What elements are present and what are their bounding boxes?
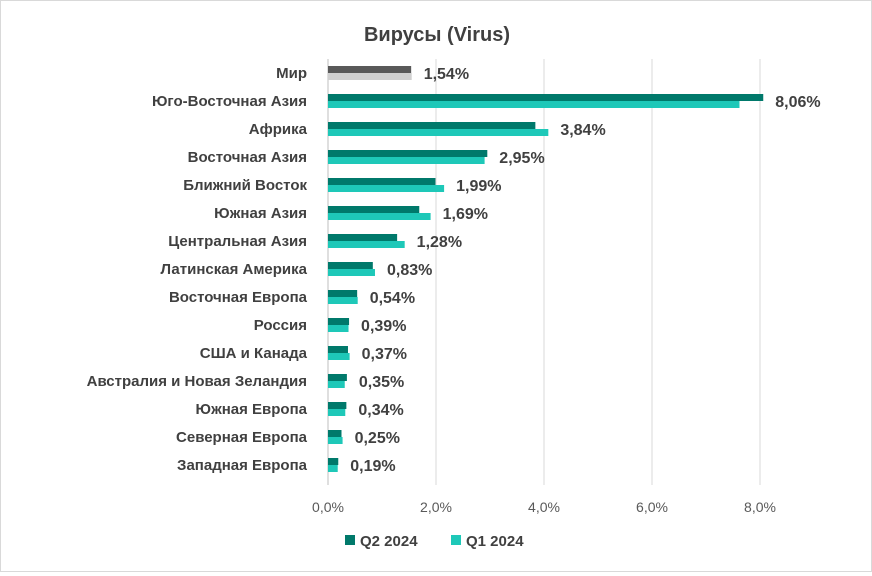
bar-q2-12 xyxy=(328,402,347,409)
category-labels: Мир Юго-Восточная Азия Африка Восточная Ази… xyxy=(87,65,308,474)
category-label: Восточная Европа xyxy=(169,289,308,306)
data-label: 1,28% xyxy=(417,234,462,251)
bar-q1-0 xyxy=(328,73,412,80)
x-tick-label: 8,0% xyxy=(744,499,776,515)
category-label: Ближний Восток xyxy=(183,177,307,194)
bar-q2-8 xyxy=(328,290,358,297)
x-tick-label: 6,0% xyxy=(636,499,668,515)
x-tick-labels: 0,0% 2,0% 4,0% 6,0% 8,0% xyxy=(312,499,776,515)
bar-q2-11 xyxy=(328,374,347,381)
bar-q2-6 xyxy=(328,234,398,241)
category-label: Центральная Азия xyxy=(168,233,307,250)
bar-q2-2 xyxy=(328,122,536,129)
bar-q1-5 xyxy=(328,213,431,220)
data-label: 0,35% xyxy=(359,374,404,391)
bar-q2-4 xyxy=(328,178,436,185)
legend: Q2 2024 Q1 2024 xyxy=(345,533,524,550)
data-label: 0,19% xyxy=(350,458,395,475)
data-labels: 1,54% 8,06% 3,84% 2,95% 1,99% 1,69% 1,28% 0,83%… xyxy=(350,66,820,475)
bar-q1-1 xyxy=(328,101,740,108)
category-label: Северная Европа xyxy=(176,429,308,446)
data-label: 0,25% xyxy=(355,430,400,447)
data-label: 2,95% xyxy=(499,150,544,167)
data-label: 0,54% xyxy=(370,290,415,307)
category-label: Юго-Восточная Азия xyxy=(152,93,307,110)
bar-q1-3 xyxy=(328,157,485,164)
legend-swatch-q2-2024 xyxy=(345,535,355,545)
bar-q1-11 xyxy=(328,381,345,388)
bar-q1-9 xyxy=(328,325,349,332)
bar-q2-9 xyxy=(328,318,350,325)
data-label: 1,69% xyxy=(443,206,488,223)
bar-q1-12 xyxy=(328,409,346,416)
data-label: 0,37% xyxy=(362,346,407,363)
category-label: Восточная Азия xyxy=(188,149,307,166)
category-label: Южная Европа xyxy=(195,401,307,418)
category-label: Южная Азия xyxy=(214,205,307,222)
category-label: Австралия и Новая Зеландия xyxy=(87,373,307,390)
category-label: Латинская Америка xyxy=(161,261,308,278)
data-label: 1,99% xyxy=(456,178,501,195)
data-label: 0,83% xyxy=(387,262,432,279)
legend-label-q1-2024: Q1 2024 xyxy=(466,533,524,550)
bar-q1-14 xyxy=(328,465,338,472)
bar-q2-13 xyxy=(328,430,342,437)
bar-q2-7 xyxy=(328,262,373,269)
x-tick-label: 2,0% xyxy=(420,499,452,515)
category-label: Мир xyxy=(276,65,307,82)
data-label: 1,54% xyxy=(424,66,469,83)
x-tick-label: 4,0% xyxy=(528,499,560,515)
chart-title: Вирусы (Virus) xyxy=(364,24,510,46)
bar-q2-0 xyxy=(328,66,412,73)
bars xyxy=(328,66,764,472)
bar-q2-5 xyxy=(328,206,420,213)
data-label: 3,84% xyxy=(560,122,605,139)
legend-swatch-q1-2024 xyxy=(451,535,461,545)
bar-q2-1 xyxy=(328,94,764,101)
category-label: Россия xyxy=(254,317,307,334)
bar-q1-13 xyxy=(328,437,343,444)
data-label: 8,06% xyxy=(775,94,820,111)
bar-q1-10 xyxy=(328,353,350,360)
bar-q1-2 xyxy=(328,129,549,136)
bar-q1-4 xyxy=(328,185,445,192)
bar-q2-14 xyxy=(328,458,339,465)
x-tick-label: 0,0% xyxy=(312,499,344,515)
category-label: США и Канада xyxy=(200,345,308,362)
bar-q2-10 xyxy=(328,346,348,353)
bar-q2-3 xyxy=(328,150,488,157)
bar-q1-8 xyxy=(328,297,358,304)
data-label: 0,39% xyxy=(361,318,406,335)
category-label: Африка xyxy=(249,121,308,138)
category-label: Западная Европа xyxy=(177,457,308,474)
bar-q1-6 xyxy=(328,241,405,248)
data-label: 0,34% xyxy=(358,402,403,419)
bar-q1-7 xyxy=(328,269,375,276)
legend-label-q2-2024: Q2 2024 xyxy=(360,533,418,550)
